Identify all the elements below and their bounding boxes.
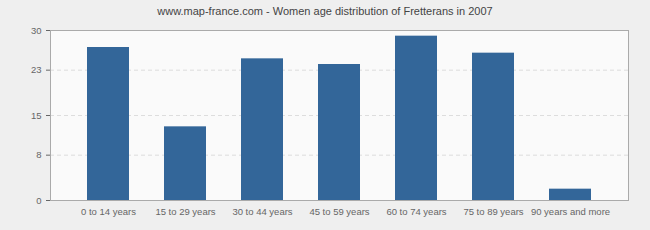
svg-text:30: 30 <box>31 25 42 36</box>
svg-text:23: 23 <box>31 64 42 75</box>
svg-text:0 to 14 years: 0 to 14 years <box>81 206 136 217</box>
svg-text:60 to 74 years: 60 to 74 years <box>386 206 446 217</box>
svg-text:90 years and more: 90 years and more <box>531 206 610 217</box>
html-text:www.map-france.com - Women age: www.map-france.com - Women age distribut… <box>157 5 493 17</box>
svg-text:15 to 29 years: 15 to 29 years <box>155 206 215 217</box>
svg-text:45 to 59 years: 45 to 59 years <box>309 206 369 217</box>
svg-text:0: 0 <box>36 195 41 206</box>
svg-text:15: 15 <box>31 110 42 121</box>
svg-text:8: 8 <box>36 149 41 160</box>
svg-text:30 to 44 years: 30 to 44 years <box>232 206 292 217</box>
svg-text:75 to 89 years: 75 to 89 years <box>463 206 523 217</box>
